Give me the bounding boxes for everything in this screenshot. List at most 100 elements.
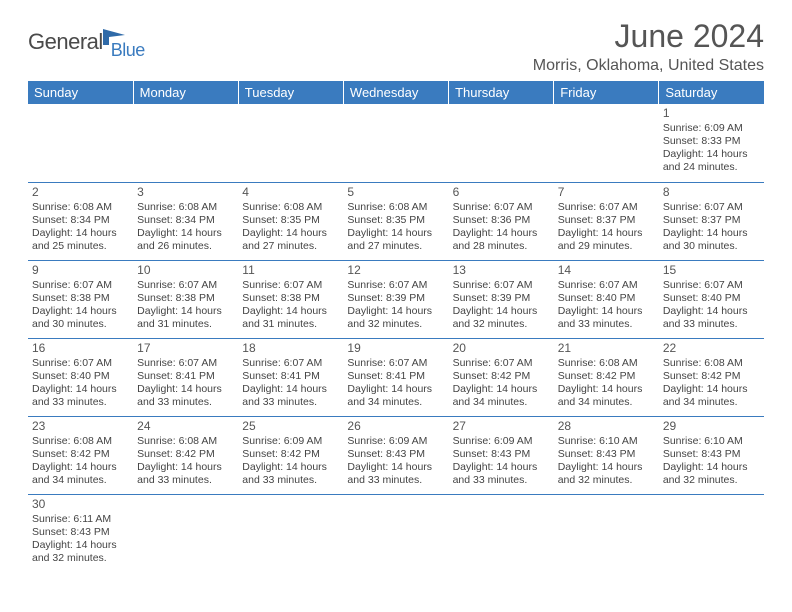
- sunset-line: Sunset: 8:33 PM: [663, 135, 760, 148]
- daylight-line-2: and 34 minutes.: [32, 474, 129, 487]
- daylight-line-2: and 30 minutes.: [663, 240, 760, 253]
- sunrise-line: Sunrise: 6:10 AM: [663, 435, 760, 448]
- day-number: 1: [663, 106, 760, 121]
- calendar-row: 9Sunrise: 6:07 AMSunset: 8:38 PMDaylight…: [28, 260, 764, 338]
- day-cell: 29Sunrise: 6:10 AMSunset: 8:43 PMDayligh…: [659, 416, 764, 494]
- daylight-line-2: and 25 minutes.: [32, 240, 129, 253]
- day-number: 25: [242, 419, 339, 434]
- day-number: 7: [558, 185, 655, 200]
- logo: General Blue: [28, 22, 145, 61]
- weekday-header: Friday: [554, 81, 659, 104]
- sunset-line: Sunset: 8:42 PM: [137, 448, 234, 461]
- daylight-line: Daylight: 14 hours: [137, 383, 234, 396]
- daylight-line: Daylight: 14 hours: [453, 461, 550, 474]
- day-number: 27: [453, 419, 550, 434]
- daylight-line-2: and 33 minutes.: [137, 474, 234, 487]
- sunset-line: Sunset: 8:42 PM: [242, 448, 339, 461]
- sunset-line: Sunset: 8:41 PM: [137, 370, 234, 383]
- daylight-line: Daylight: 14 hours: [453, 227, 550, 240]
- daylight-line-2: and 34 minutes.: [347, 396, 444, 409]
- day-cell: 14Sunrise: 6:07 AMSunset: 8:40 PMDayligh…: [554, 260, 659, 338]
- calendar-table: SundayMondayTuesdayWednesdayThursdayFrid…: [28, 81, 764, 572]
- day-cell: 26Sunrise: 6:09 AMSunset: 8:43 PMDayligh…: [343, 416, 448, 494]
- sunset-line: Sunset: 8:43 PM: [558, 448, 655, 461]
- sunset-line: Sunset: 8:38 PM: [32, 292, 129, 305]
- day-number: 11: [242, 263, 339, 278]
- daylight-line-2: and 31 minutes.: [242, 318, 339, 331]
- logo-text-general: General: [28, 29, 103, 55]
- sunrise-line: Sunrise: 6:07 AM: [453, 279, 550, 292]
- day-number: 19: [347, 341, 444, 356]
- sunrise-line: Sunrise: 6:07 AM: [32, 357, 129, 370]
- daylight-line-2: and 33 minutes.: [137, 396, 234, 409]
- daylight-line-2: and 30 minutes.: [32, 318, 129, 331]
- header: General Blue June 2024 Morris, Oklahoma,…: [28, 18, 764, 75]
- sunrise-line: Sunrise: 6:08 AM: [558, 357, 655, 370]
- day-cell: 17Sunrise: 6:07 AMSunset: 8:41 PMDayligh…: [133, 338, 238, 416]
- sunrise-line: Sunrise: 6:07 AM: [453, 357, 550, 370]
- day-number: 29: [663, 419, 760, 434]
- daylight-line: Daylight: 14 hours: [32, 539, 129, 552]
- day-cell: 7Sunrise: 6:07 AMSunset: 8:37 PMDaylight…: [554, 182, 659, 260]
- empty-cell: [449, 104, 554, 182]
- sunset-line: Sunset: 8:42 PM: [32, 448, 129, 461]
- day-cell: 3Sunrise: 6:08 AMSunset: 8:34 PMDaylight…: [133, 182, 238, 260]
- weekday-header: Monday: [133, 81, 238, 104]
- daylight-line-2: and 33 minutes.: [242, 474, 339, 487]
- sunset-line: Sunset: 8:42 PM: [558, 370, 655, 383]
- calendar-body: 1Sunrise: 6:09 AMSunset: 8:33 PMDaylight…: [28, 104, 764, 572]
- daylight-line: Daylight: 14 hours: [347, 227, 444, 240]
- daylight-line: Daylight: 14 hours: [347, 305, 444, 318]
- empty-cell: [133, 494, 238, 572]
- empty-cell: [659, 494, 764, 572]
- day-number: 8: [663, 185, 760, 200]
- daylight-line-2: and 33 minutes.: [32, 396, 129, 409]
- sunrise-line: Sunrise: 6:08 AM: [242, 201, 339, 214]
- daylight-line-2: and 29 minutes.: [558, 240, 655, 253]
- daylight-line: Daylight: 14 hours: [242, 383, 339, 396]
- sunset-line: Sunset: 8:40 PM: [558, 292, 655, 305]
- daylight-line: Daylight: 14 hours: [663, 148, 760, 161]
- empty-cell: [238, 104, 343, 182]
- sunset-line: Sunset: 8:43 PM: [32, 526, 129, 539]
- sunrise-line: Sunrise: 6:07 AM: [242, 279, 339, 292]
- day-cell: 8Sunrise: 6:07 AMSunset: 8:37 PMDaylight…: [659, 182, 764, 260]
- daylight-line: Daylight: 14 hours: [558, 461, 655, 474]
- day-cell: 18Sunrise: 6:07 AMSunset: 8:41 PMDayligh…: [238, 338, 343, 416]
- day-cell: 22Sunrise: 6:08 AMSunset: 8:42 PMDayligh…: [659, 338, 764, 416]
- day-cell: 24Sunrise: 6:08 AMSunset: 8:42 PMDayligh…: [133, 416, 238, 494]
- daylight-line: Daylight: 14 hours: [137, 461, 234, 474]
- daylight-line-2: and 34 minutes.: [558, 396, 655, 409]
- empty-cell: [554, 104, 659, 182]
- empty-cell: [28, 104, 133, 182]
- day-number: 3: [137, 185, 234, 200]
- daylight-line: Daylight: 14 hours: [32, 305, 129, 318]
- sunrise-line: Sunrise: 6:07 AM: [558, 279, 655, 292]
- sunrise-line: Sunrise: 6:10 AM: [558, 435, 655, 448]
- location: Morris, Oklahoma, United States: [533, 57, 764, 75]
- sunset-line: Sunset: 8:38 PM: [137, 292, 234, 305]
- sunset-line: Sunset: 8:36 PM: [453, 214, 550, 227]
- day-cell: 10Sunrise: 6:07 AMSunset: 8:38 PMDayligh…: [133, 260, 238, 338]
- daylight-line: Daylight: 14 hours: [453, 383, 550, 396]
- day-number: 17: [137, 341, 234, 356]
- daylight-line: Daylight: 14 hours: [663, 227, 760, 240]
- weekday-header-row: SundayMondayTuesdayWednesdayThursdayFrid…: [28, 81, 764, 104]
- sunrise-line: Sunrise: 6:09 AM: [347, 435, 444, 448]
- daylight-line-2: and 28 minutes.: [453, 240, 550, 253]
- day-cell: 4Sunrise: 6:08 AMSunset: 8:35 PMDaylight…: [238, 182, 343, 260]
- day-cell: 9Sunrise: 6:07 AMSunset: 8:38 PMDaylight…: [28, 260, 133, 338]
- calendar-row: 2Sunrise: 6:08 AMSunset: 8:34 PMDaylight…: [28, 182, 764, 260]
- empty-cell: [238, 494, 343, 572]
- daylight-line-2: and 33 minutes.: [663, 318, 760, 331]
- sunrise-line: Sunrise: 6:07 AM: [137, 357, 234, 370]
- day-number: 9: [32, 263, 129, 278]
- daylight-line: Daylight: 14 hours: [663, 305, 760, 318]
- day-number: 24: [137, 419, 234, 434]
- sunset-line: Sunset: 8:34 PM: [137, 214, 234, 227]
- day-cell: 2Sunrise: 6:08 AMSunset: 8:34 PMDaylight…: [28, 182, 133, 260]
- daylight-line-2: and 24 minutes.: [663, 161, 760, 174]
- daylight-line: Daylight: 14 hours: [347, 383, 444, 396]
- calendar-row: 1Sunrise: 6:09 AMSunset: 8:33 PMDaylight…: [28, 104, 764, 182]
- calendar-row: 16Sunrise: 6:07 AMSunset: 8:40 PMDayligh…: [28, 338, 764, 416]
